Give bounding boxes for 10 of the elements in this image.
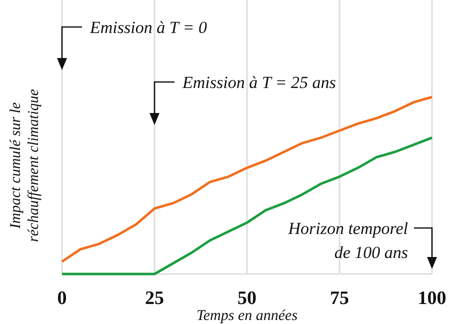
x-axis-title: Temps en années (196, 308, 298, 324)
annotation: Horizon temporel de 100 ans (287, 219, 408, 262)
x-tick-label: 50 (238, 288, 256, 309)
text: Emission à T = 25 ans (182, 73, 336, 92)
x-tick-label: 0 (57, 288, 67, 309)
text: Emission à T = 0 (89, 18, 208, 37)
x-tick-label: 25 (145, 288, 164, 309)
x-tick-label: 75 (330, 288, 349, 309)
x-tick-label: 100 (418, 288, 446, 309)
y-axis-title: Impact cumulé sur le réchauffement climatique (8, 88, 42, 242)
